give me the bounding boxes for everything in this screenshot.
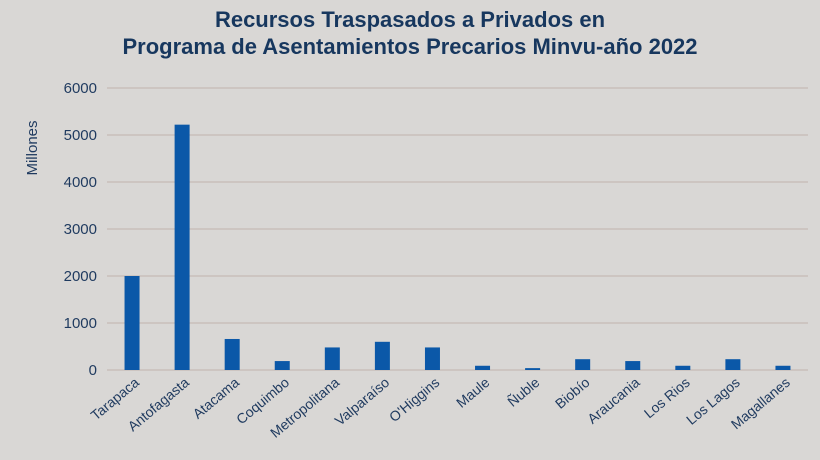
bar-ñuble	[525, 368, 541, 370]
y-tick-label: 5000	[64, 127, 97, 144]
y-tick-label: 3000	[64, 221, 97, 238]
x-tick-label: Maule	[453, 374, 493, 411]
bar-o-higgins	[424, 347, 440, 370]
bar-atacama	[224, 338, 240, 370]
bar-tarapaca	[124, 276, 140, 370]
x-tick-label: Biobío	[552, 374, 593, 412]
bar-coquimbo	[274, 361, 290, 370]
x-tick-label: Araucania	[584, 374, 643, 427]
bar-valparaíso	[374, 341, 390, 370]
y-tick-label: 1000	[64, 315, 97, 332]
x-axis-labels: TarapacaAntofagastaAtacamaCoquimboMetrop…	[88, 374, 793, 441]
y-axis-ticks: 0 1000 2000 3000 4000 5000 6000	[64, 80, 97, 379]
bar-antofagasta	[174, 124, 190, 370]
chart-title-line-2: Programa de Asentamientos Precarios Minv…	[122, 34, 697, 59]
bar-los-lagos	[725, 359, 741, 370]
chart-title-line-1: Recursos Traspasados a Privados en	[215, 7, 605, 32]
bar-maule	[475, 365, 491, 370]
bar-magallanes	[775, 365, 791, 370]
x-tick-label: Valparaíso	[332, 374, 393, 429]
y-tick-label: 0	[89, 362, 97, 379]
bar-metropolitana	[324, 347, 340, 370]
bar-los-rios	[675, 365, 691, 370]
gridlines	[107, 87, 808, 371]
y-tick-label: 2000	[64, 268, 97, 285]
bar-araucania	[625, 361, 641, 370]
y-tick-label: 4000	[64, 174, 97, 191]
bars	[124, 124, 791, 370]
y-tick-label: 6000	[64, 80, 97, 97]
bar-biobío	[575, 359, 591, 370]
x-tick-label: Ñuble	[504, 374, 542, 410]
chart-title: Recursos Traspasados a Privados en Progr…	[122, 7, 697, 59]
y-axis-label: Millones	[24, 120, 41, 175]
x-tick-label: O'Higgins	[386, 374, 442, 425]
